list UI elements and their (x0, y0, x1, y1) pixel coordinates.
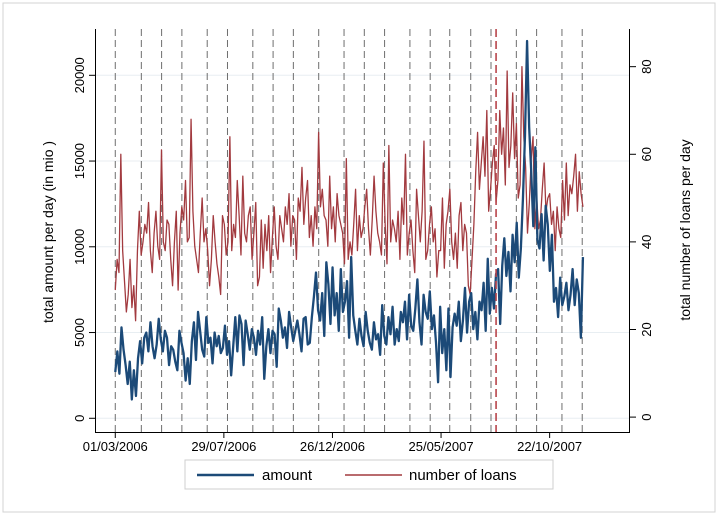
legend-label-number-of-loans: number of loans (409, 467, 517, 484)
legend-label-amount: amount (262, 467, 313, 484)
y-tick-label-left: 20000 (72, 57, 87, 93)
y-tick-label-right: 0 (639, 413, 654, 420)
y-tick-label-left: 10000 (72, 229, 87, 265)
y-tick-label-right: 20 (639, 322, 654, 336)
y-axis-right-title: total number of loans per day (677, 139, 693, 320)
event-lines (114, 29, 583, 432)
y-tick-label-right: 80 (639, 59, 654, 73)
y-tick-label-right: 60 (639, 147, 654, 161)
y-tick-label-left: 0 (72, 415, 87, 422)
legend: amount number of loans (184, 459, 554, 490)
x-tick-label: 01/03/2006 (83, 439, 148, 454)
x-tick-label: 25/05/2007 (409, 439, 474, 454)
y-axis-left-title: total amount per day (in mio ) (40, 141, 56, 323)
series-line-number-of-loans (114, 66, 584, 322)
series-line-amount (114, 39, 585, 401)
y-axis-left-ticks: 0 5000 10000 15000 20000 (72, 57, 95, 422)
y-tick-label-right: 40 (639, 235, 654, 249)
x-tick-label: 22/10/2007 (517, 439, 582, 454)
y-tick-label-left: 15000 (72, 143, 87, 179)
y-tick-label-left: 5000 (72, 318, 87, 347)
x-tick-label: 29/07/2006 (191, 439, 256, 454)
x-axis-ticks: 01/03/2006 29/07/2006 26/12/2006 25/05/2007… (83, 432, 582, 454)
grid-lines (95, 74, 630, 419)
x-tick-label: 26/12/2006 (300, 439, 365, 454)
y-axis-right-ticks: 0 20 40 60 80 (630, 59, 654, 421)
